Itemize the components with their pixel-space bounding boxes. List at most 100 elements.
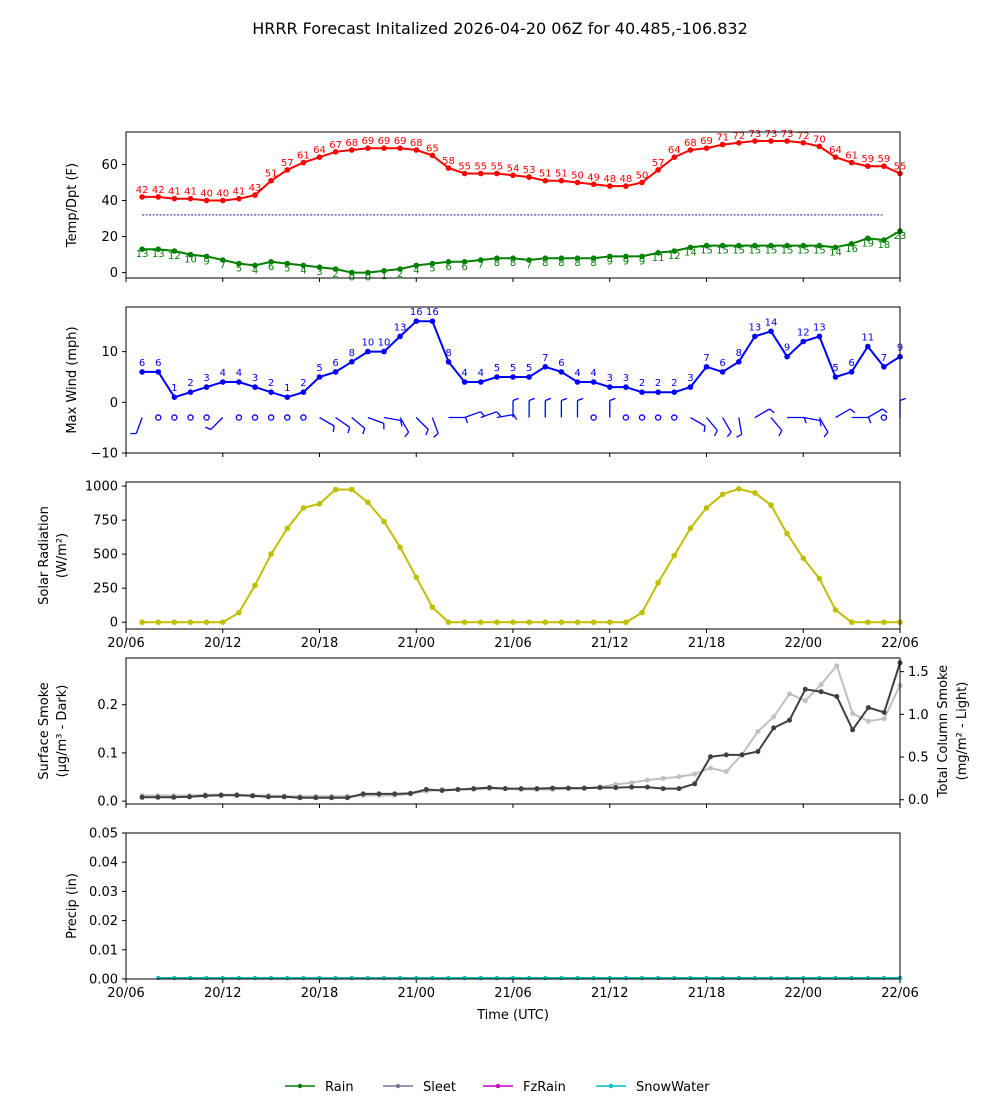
dewpoint-label: 9 <box>623 256 629 267</box>
surface-smoke-point <box>171 795 176 800</box>
temperature-label: 61 <box>845 151 858 162</box>
wind-label: 6 <box>155 358 161 369</box>
wind-label: 4 <box>461 368 467 379</box>
surface-smoke-point <box>740 752 745 757</box>
temperature-label: 65 <box>426 143 439 154</box>
wind-barb <box>739 418 742 435</box>
y-right-axis-label: Total Column Smoke <box>936 665 951 798</box>
wind-point <box>285 394 291 400</box>
solar-point <box>414 575 420 581</box>
wind-barb-flag <box>333 426 334 432</box>
temperature-label: 49 <box>587 172 600 183</box>
wind-barb-calm <box>672 415 677 420</box>
dewpoint-label: 15 <box>797 246 810 257</box>
x-tick-label: 20/12 <box>204 636 241 651</box>
x-tick-label: 21/18 <box>688 986 725 1001</box>
wind-barb-calm <box>188 415 193 420</box>
wind-barb-flag <box>514 415 517 420</box>
wind-label: 14 <box>765 317 778 328</box>
dewpoint-label: 15 <box>781 246 794 257</box>
wind-label: 7 <box>703 353 709 364</box>
y-tick-label: 0.04 <box>89 856 118 871</box>
wind-barb-calm <box>591 415 596 420</box>
solar-point <box>623 619 629 625</box>
wind-barb <box>465 412 481 418</box>
solar-point <box>784 531 790 537</box>
temperature-label: 64 <box>313 145 326 156</box>
y-tick-label: 10 <box>101 345 118 360</box>
y-tick-label: 0.0 <box>97 795 118 810</box>
wind-barb-calm <box>656 415 661 420</box>
temperature-label: 55 <box>491 162 504 173</box>
dewpoint-label: 14 <box>684 247 697 258</box>
wind-point <box>204 384 210 390</box>
solar-point <box>559 619 565 625</box>
wind-point <box>220 379 226 385</box>
solar-point <box>349 487 355 493</box>
y-tick-label: 0.05 <box>89 827 118 842</box>
legend-label: Sleet <box>423 1080 456 1095</box>
wind-point <box>865 344 871 350</box>
column-smoke-point <box>787 691 792 696</box>
surface-smoke-point <box>187 794 192 799</box>
temperature-label: 51 <box>265 169 278 180</box>
dewpoint-label: 1 <box>381 271 387 282</box>
wind-barb <box>352 418 365 429</box>
solar-point <box>510 619 516 625</box>
y-tick-label: 20 <box>101 230 118 245</box>
wind-barb <box>723 418 731 433</box>
wind-barb-flag <box>545 398 551 400</box>
wind-label: 3 <box>607 373 613 384</box>
column-smoke-point <box>708 766 713 771</box>
surface-smoke-point <box>298 795 303 800</box>
wind-barb <box>755 409 770 418</box>
wind-barb-calm <box>172 415 177 420</box>
surface-smoke-point <box>377 791 382 796</box>
surface-smoke-point <box>566 786 571 791</box>
temperature-label: 57 <box>281 158 294 169</box>
temperature-label: 51 <box>555 169 568 180</box>
wind-barb-flag <box>704 426 705 432</box>
wind-barb <box>368 418 384 424</box>
solar-point <box>526 619 532 625</box>
wind-label: 4 <box>236 368 242 379</box>
solar-point <box>333 487 339 493</box>
dewpoint-label: 15 <box>765 246 778 257</box>
y-tick-label: 0.02 <box>89 914 118 929</box>
legend-item: Sleet <box>383 1080 456 1095</box>
temperature-label: 48 <box>620 174 633 185</box>
wind-barb <box>211 418 223 430</box>
temperature-label: 71 <box>716 133 729 144</box>
legend-label: SnowWater <box>636 1080 710 1095</box>
dewpoint-label: 7 <box>220 260 226 271</box>
wind-point <box>833 374 839 380</box>
solar-point <box>639 610 645 616</box>
solar-point <box>801 555 807 561</box>
wind-barb-calm <box>623 415 628 420</box>
wind-point <box>414 318 420 324</box>
temperature-label: 69 <box>378 136 391 147</box>
wind-point <box>526 374 532 380</box>
wind-barb <box>868 409 883 418</box>
x-tick-label: 20/06 <box>107 636 144 651</box>
wind-point <box>672 389 678 395</box>
wind-label: 2 <box>268 378 274 389</box>
surface-smoke-point <box>803 687 808 692</box>
wind-barb-flag <box>481 412 485 417</box>
plot-frame <box>126 658 900 804</box>
wind-barb <box>416 418 428 430</box>
surface-smoke-point <box>250 793 255 798</box>
wind-barb-calm <box>285 415 290 420</box>
dewpoint-label: 8 <box>574 258 580 269</box>
temperature-label: 73 <box>749 129 762 140</box>
y-tick-label: 0 <box>110 396 118 411</box>
dewpoint-label: 14 <box>829 247 842 258</box>
surface-smoke-point <box>550 786 555 791</box>
dewpoint-label: 7 <box>526 260 532 271</box>
solar-point <box>397 545 403 551</box>
wind-barb-flag <box>578 398 584 400</box>
wind-barb <box>320 418 335 426</box>
wind-point <box>688 384 694 390</box>
